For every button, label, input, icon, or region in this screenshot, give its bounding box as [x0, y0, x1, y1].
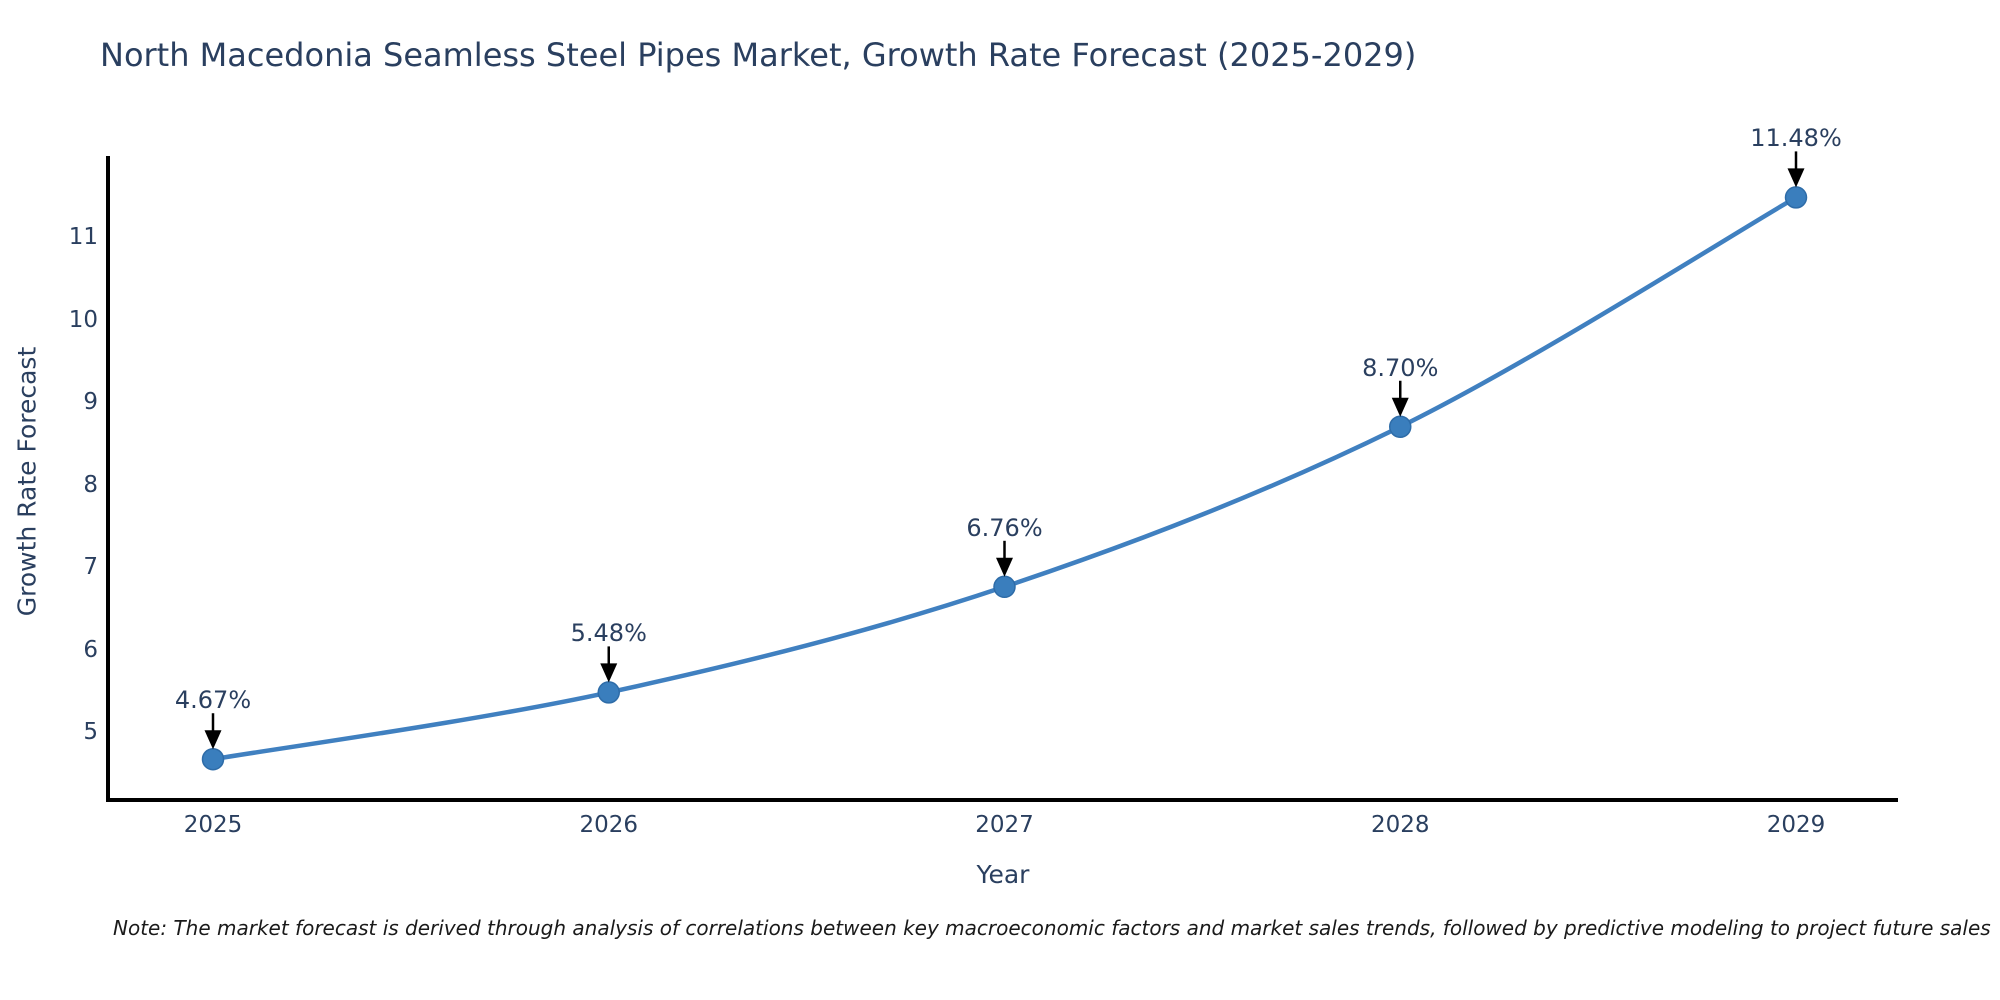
y-tick-label: 10 — [68, 306, 98, 333]
annotation-arrowhead — [1391, 397, 1409, 417]
x-axis-title: Year — [976, 860, 1030, 889]
annotation-arrowhead — [1787, 168, 1805, 188]
data-point-label: 8.70% — [1362, 353, 1439, 382]
y-tick-label: 11 — [68, 224, 98, 250]
chart-title: North Macedonia Seamless Steel Pipes Mar… — [100, 36, 1417, 74]
y-tick-label: 8 — [83, 471, 98, 498]
data-point-label: 4.67% — [174, 686, 252, 715]
x-tick-label: 2025 — [183, 812, 243, 838]
data-point-label: 5.48% — [570, 619, 647, 648]
data-point-marker — [201, 747, 225, 771]
data-point-marker — [597, 681, 620, 704]
data-point-marker — [993, 575, 1016, 599]
data-point-label: 11.48% — [1750, 124, 1842, 153]
y-tick-label: 5 — [83, 719, 98, 745]
forecast-line — [210, 195, 1799, 762]
data-point-label: 6.76% — [966, 513, 1043, 542]
x-tick-label: 2028 — [1370, 812, 1430, 838]
annotation-arrowhead — [204, 730, 222, 750]
annotation-arrowhead — [600, 663, 618, 683]
x-tick-label: 2027 — [975, 812, 1034, 838]
x-tick-label: 2029 — [1766, 812, 1826, 838]
y-tick-label: 9 — [83, 389, 98, 415]
footnote: Note: The market forecast is derived thr… — [113, 916, 1991, 940]
y-tick-label: 6 — [83, 636, 98, 663]
data-point-marker — [1784, 186, 1808, 209]
annotation-arrowhead — [996, 557, 1013, 577]
y-tick-label: 7 — [83, 554, 98, 580]
data-point-marker — [1389, 415, 1412, 438]
x-tick-label: 2026 — [579, 812, 639, 838]
